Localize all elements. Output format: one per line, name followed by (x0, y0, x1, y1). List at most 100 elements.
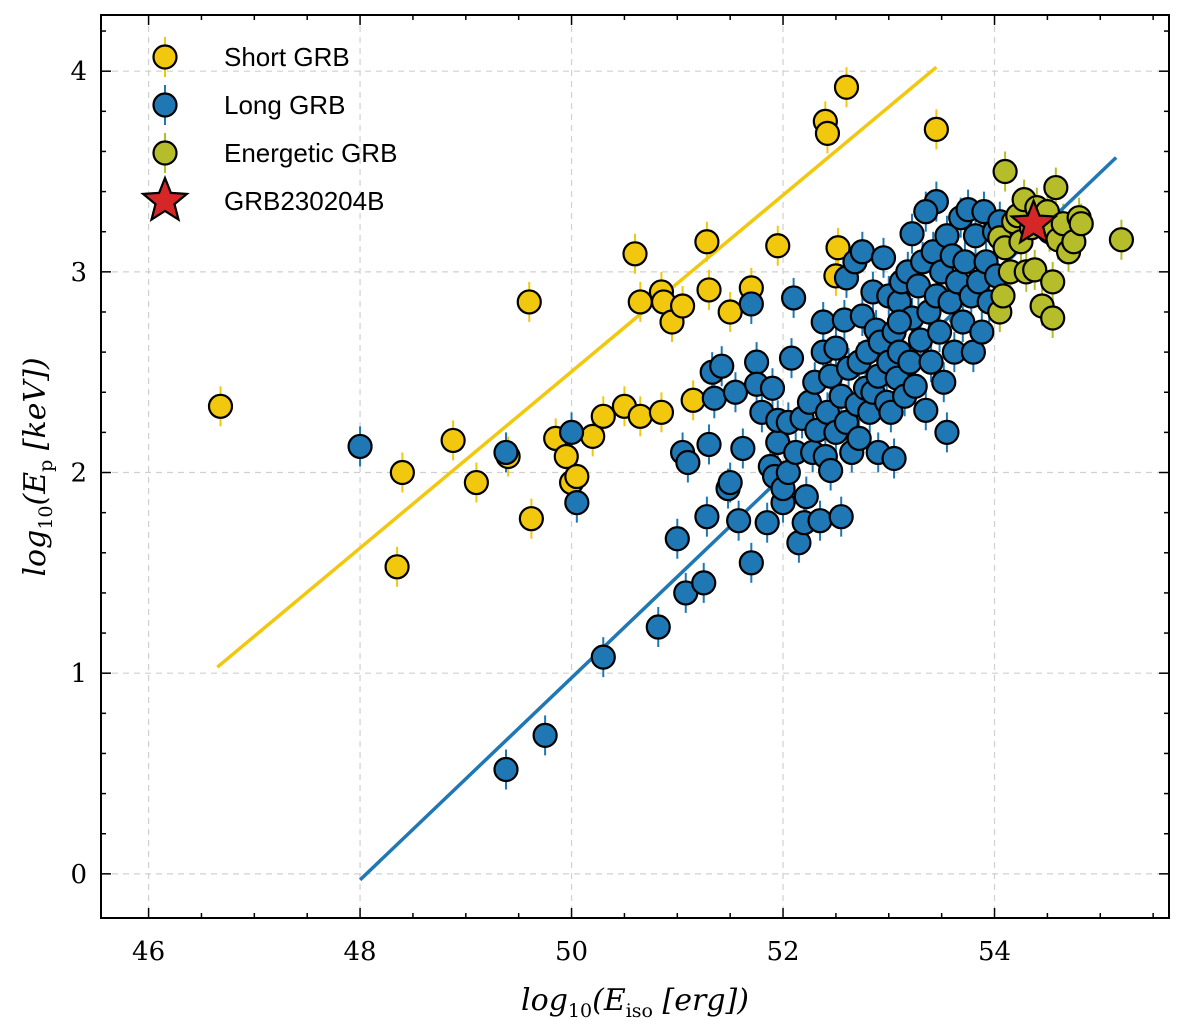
legend-marker (152, 140, 178, 166)
data-point (645, 614, 671, 640)
legend-marker (152, 44, 178, 70)
data-point (833, 74, 860, 100)
data-point (701, 385, 727, 411)
data-point (952, 249, 978, 275)
x-tick-label: 52 (766, 937, 799, 967)
data-point (590, 403, 616, 429)
data-point (564, 490, 590, 516)
data-point (881, 445, 907, 472)
x-axis-label: log10(Eiso [erg]) (521, 983, 749, 1022)
data-point (709, 353, 735, 379)
data-point (669, 293, 696, 319)
plot-frame (100, 14, 1170, 919)
data-point (902, 373, 928, 399)
y-tick-label: 4 (70, 57, 87, 87)
data-point (926, 319, 953, 345)
data-point (590, 644, 616, 670)
data-point (694, 229, 720, 255)
error-bars (219, 67, 1123, 790)
data-point (696, 277, 722, 303)
legend-label: GRB230204B (224, 186, 384, 216)
x-tick-label: 48 (344, 937, 377, 967)
data-point (1068, 211, 1094, 237)
data-point (384, 554, 410, 580)
data-point (823, 335, 849, 361)
y-tick-label: 1 (70, 659, 87, 689)
data-point (694, 504, 720, 530)
data-point (828, 504, 854, 530)
data-point (754, 510, 780, 536)
data-point (793, 484, 819, 510)
data-point (627, 289, 653, 315)
data-point (886, 309, 912, 335)
data-point (934, 419, 960, 445)
data-point (516, 289, 542, 315)
data-point (923, 116, 949, 142)
y-tick-label: 0 (70, 860, 87, 890)
legend-marker (152, 92, 178, 118)
data-point (759, 375, 786, 401)
data-point (738, 291, 764, 317)
data-point (664, 526, 690, 552)
data-point (807, 508, 833, 534)
data-point (969, 319, 995, 345)
data-point (717, 299, 743, 325)
data-point (1040, 305, 1066, 331)
data-point (532, 722, 558, 748)
data-point (1040, 269, 1066, 295)
data-point (738, 550, 764, 576)
data-point (846, 425, 872, 452)
tick-labels: 46 48 50 52 54 0 1 2 3 4 (70, 57, 1011, 967)
data-point (870, 245, 897, 271)
data-point (722, 379, 749, 405)
data-point (1022, 257, 1048, 283)
y-tick-label: 2 (70, 459, 87, 489)
data-point (493, 756, 519, 783)
data-point (696, 431, 722, 458)
x-tick-label: 54 (978, 937, 1011, 967)
data-point (765, 233, 791, 259)
data-point (440, 427, 466, 454)
data-point (918, 349, 944, 375)
data-point (730, 435, 756, 462)
data-point (347, 433, 373, 460)
legend-label: Short GRB (224, 42, 350, 72)
legend-label: Energetic GRB (224, 138, 397, 168)
data-point (558, 419, 585, 445)
data-point (744, 349, 770, 375)
axis-ticks (101, 15, 1169, 918)
data-point (648, 399, 675, 425)
data-point (818, 457, 844, 484)
data-point (627, 403, 653, 429)
data-point (680, 387, 706, 413)
data-point (825, 235, 851, 261)
data-point (913, 199, 939, 225)
data-point (814, 120, 841, 146)
data-point (781, 285, 807, 311)
data-point (899, 221, 925, 247)
data-point (553, 443, 579, 470)
data-point (726, 508, 752, 534)
data-point (691, 570, 717, 596)
data-point (493, 439, 519, 466)
legend-star-marker (140, 175, 190, 223)
data-point (931, 369, 957, 395)
data-point (913, 397, 939, 423)
legend: Short GRB Long GRB Energetic GRB GRB230204B (140, 37, 397, 223)
data-point (1108, 227, 1135, 253)
data-point (849, 239, 875, 265)
fit-line (216, 65, 938, 669)
y-axis-label: log10(Ep [keV]) (18, 357, 57, 576)
data-point (622, 241, 648, 267)
data-point (878, 399, 904, 425)
data-point (1043, 174, 1069, 201)
data-point (463, 469, 489, 496)
data-point (389, 459, 415, 486)
data-points (207, 74, 1135, 783)
target-grb-star-marker (1008, 197, 1059, 245)
data-point (564, 463, 590, 490)
data-point (992, 158, 1018, 185)
y-tick-label: 3 (70, 258, 87, 288)
legend-label: Long GRB (224, 90, 345, 120)
